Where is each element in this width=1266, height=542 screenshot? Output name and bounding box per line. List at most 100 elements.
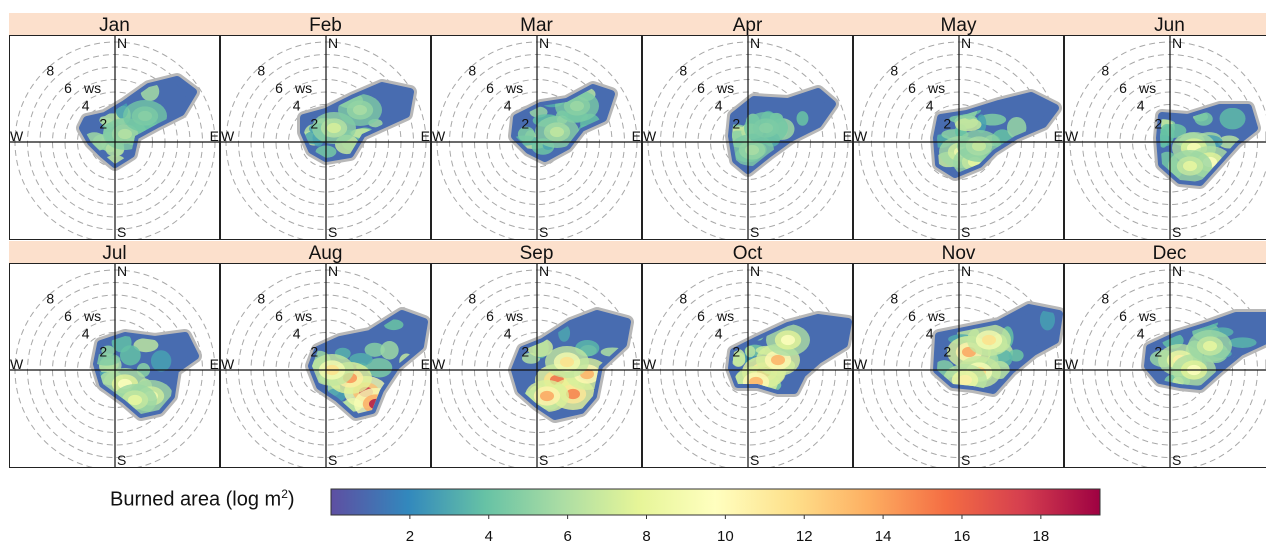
colorbar-tick-label: 4 xyxy=(485,528,493,542)
direction-north-label: N xyxy=(750,263,760,279)
radial-tick-label: 4 xyxy=(1137,326,1145,342)
direction-east-label: E xyxy=(1265,356,1266,372)
facet-strip xyxy=(1064,241,1266,263)
panel-border xyxy=(642,35,853,240)
radial-tick-label: 6 xyxy=(486,80,494,96)
radial-tick-label: 8 xyxy=(257,290,265,306)
direction-south-label: S xyxy=(1172,452,1181,468)
radial-tick-label: 8 xyxy=(1101,62,1109,78)
direction-west-label: W xyxy=(10,128,24,144)
direction-north-label: N xyxy=(961,263,971,279)
radial-tick-label: 8 xyxy=(679,290,687,306)
panel-border xyxy=(642,263,853,468)
radial-tick-label: 4 xyxy=(504,326,512,342)
colorbar-tick-label: 12 xyxy=(796,528,813,542)
direction-south-label: S xyxy=(961,452,970,468)
direction-south-label: S xyxy=(117,224,126,240)
radial-tick-label: 4 xyxy=(504,98,512,114)
radial-tick-label: 2 xyxy=(521,343,529,359)
radial-tick-label: 6 xyxy=(697,308,705,324)
facet-strip xyxy=(220,241,431,263)
panel-border xyxy=(9,35,220,240)
direction-east-label: E xyxy=(843,356,852,372)
direction-west-label: W xyxy=(221,356,235,372)
colorbar-tick-label: 2 xyxy=(406,528,414,542)
panel-border xyxy=(431,35,642,240)
facet-strip-label: Sep xyxy=(520,243,554,264)
radial-axis-label: ws xyxy=(716,308,734,324)
direction-north-label: N xyxy=(539,263,549,279)
direction-south-label: S xyxy=(750,452,759,468)
panel-border xyxy=(1064,35,1266,240)
facet-strip xyxy=(220,13,431,35)
radial-axis-label: ws xyxy=(505,80,523,96)
facet-strip xyxy=(431,13,642,35)
facet-strip xyxy=(853,13,1064,35)
radial-tick-label: 8 xyxy=(468,62,476,78)
facet-strip-label: Dec xyxy=(1153,243,1187,264)
radial-tick-label: 2 xyxy=(1154,343,1162,359)
direction-south-label: S xyxy=(1172,224,1181,240)
facet-strip-label: Aug xyxy=(309,243,343,264)
facet-strip xyxy=(9,13,220,35)
radial-tick-label: 4 xyxy=(293,326,301,342)
radial-tick-label: 6 xyxy=(908,80,916,96)
radial-tick-label: 6 xyxy=(275,308,283,324)
facet-strip-label: Oct xyxy=(733,243,763,264)
panel-border xyxy=(853,263,1064,468)
direction-east-label: E xyxy=(421,128,430,144)
radial-tick-label: 8 xyxy=(46,290,54,306)
facet-strip-label: May xyxy=(941,15,977,36)
direction-south-label: S xyxy=(328,452,337,468)
facet-strip-label: Apr xyxy=(733,15,763,36)
radial-tick-label: 4 xyxy=(715,326,723,342)
direction-east-label: E xyxy=(210,356,219,372)
radial-tick-label: 4 xyxy=(715,98,723,114)
radial-tick-label: 8 xyxy=(890,62,898,78)
colorbar-gradient xyxy=(330,488,1101,516)
radial-tick-label: 6 xyxy=(64,308,72,324)
direction-west-label: W xyxy=(854,356,868,372)
panel-border xyxy=(220,263,431,468)
direction-north-label: N xyxy=(1172,263,1182,279)
radial-axis-label: ws xyxy=(1138,308,1156,324)
direction-west-label: W xyxy=(10,356,24,372)
direction-east-label: E xyxy=(632,356,641,372)
radial-tick-label: 2 xyxy=(99,343,107,359)
direction-west-label: W xyxy=(1065,356,1079,372)
direction-west-label: W xyxy=(1065,128,1079,144)
radial-tick-label: 8 xyxy=(679,62,687,78)
direction-north-label: N xyxy=(117,263,127,279)
facet-strip-label: Feb xyxy=(309,15,342,36)
radial-tick-label: 2 xyxy=(310,115,318,131)
radial-tick-label: 4 xyxy=(926,98,934,114)
direction-north-label: N xyxy=(961,35,971,51)
panel-border xyxy=(431,263,642,468)
radial-tick-label: 2 xyxy=(943,343,951,359)
radial-tick-label: 6 xyxy=(64,80,72,96)
direction-west-label: W xyxy=(643,356,657,372)
direction-south-label: S xyxy=(750,224,759,240)
facet-strip xyxy=(642,13,853,35)
direction-west-label: W xyxy=(432,128,446,144)
radial-tick-label: 6 xyxy=(1119,308,1127,324)
panel-border xyxy=(1064,263,1266,468)
direction-south-label: S xyxy=(328,224,337,240)
radial-tick-label: 6 xyxy=(697,80,705,96)
radial-tick-label: 4 xyxy=(293,98,301,114)
facet-strip-label: Jul xyxy=(102,243,126,264)
facet-strip xyxy=(9,241,220,263)
radial-axis-label: ws xyxy=(716,80,734,96)
direction-east-label: E xyxy=(1054,128,1063,144)
direction-west-label: W xyxy=(854,128,868,144)
radial-axis-label: ws xyxy=(294,80,312,96)
radial-tick-label: 2 xyxy=(521,115,529,131)
